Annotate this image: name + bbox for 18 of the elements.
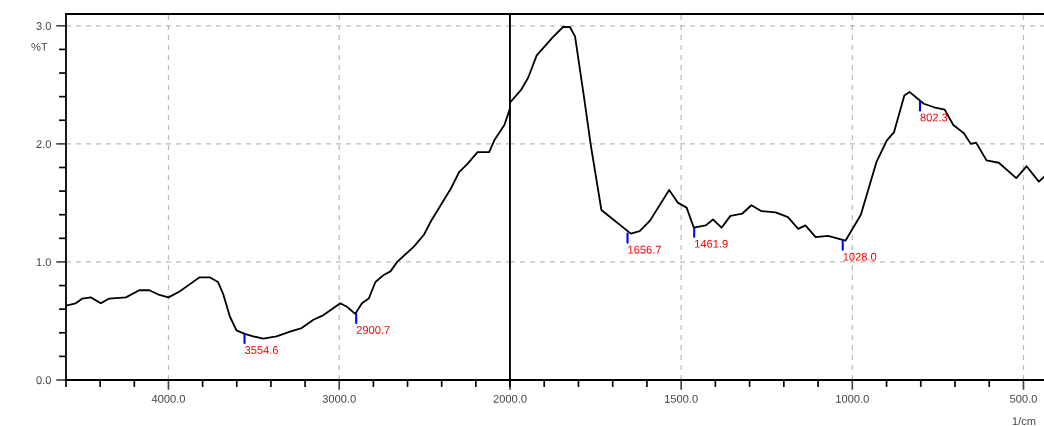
annotation: 2900.7	[356, 326, 390, 334]
annotation: 802.3	[920, 113, 948, 122]
annotation: 1656.7	[628, 245, 661, 254]
x-tick-label: 500.0	[1010, 394, 1037, 403]
y-tick-label: 2.0	[36, 140, 51, 149]
x-tick-label: 1500.0	[665, 394, 698, 403]
x-tick-label: 2000.0	[493, 394, 527, 403]
x-axis-title: 1/cm	[1012, 416, 1036, 426]
annotation: 1028.0	[843, 252, 877, 261]
y-tick-label: 3.0	[36, 22, 51, 30]
y-tick-label: 1.0	[36, 258, 51, 267]
y-axis-title: %T	[31, 42, 48, 51]
x-tick-label: 4000.0	[151, 394, 186, 403]
annotation: 3554.6	[244, 346, 279, 354]
x-tick-label: 1000.0	[836, 394, 869, 403]
annotation: 1461.9	[695, 239, 728, 248]
x-tick-label: 3000.0	[322, 394, 356, 403]
y-tick-label: 0.0	[36, 376, 51, 385]
